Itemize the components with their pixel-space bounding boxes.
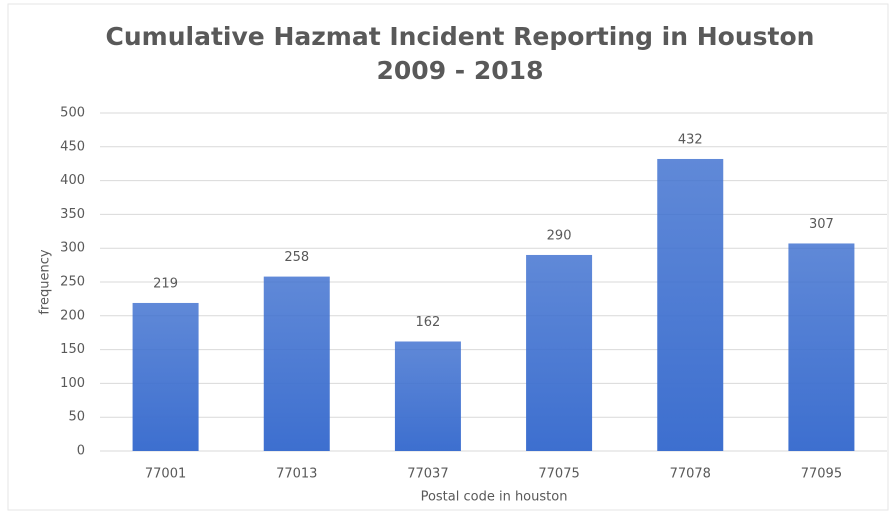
y-tick-label: 500 bbox=[60, 106, 85, 121]
bar bbox=[526, 254, 593, 451]
y-tick-label: 150 bbox=[60, 342, 85, 357]
chart-title: Cumulative Hazmat Incident Reporting in … bbox=[105, 22, 815, 85]
y-tick-label: 200 bbox=[60, 308, 85, 323]
y-axis-label: frequency bbox=[38, 249, 53, 315]
y-tick-label: 50 bbox=[68, 410, 85, 425]
data-label: 219 bbox=[153, 276, 178, 291]
y-tick-label: 100 bbox=[60, 376, 85, 391]
x-tick-label: 77078 bbox=[670, 467, 711, 482]
y-tick-label: 300 bbox=[60, 241, 85, 256]
y-tick-label: 250 bbox=[60, 275, 85, 290]
data-label: 307 bbox=[809, 217, 834, 232]
x-tick-label: 77013 bbox=[276, 467, 317, 482]
data-label: 258 bbox=[284, 250, 309, 265]
bar bbox=[788, 243, 855, 451]
x-tick-label: 77095 bbox=[801, 467, 842, 482]
data-label: 432 bbox=[678, 132, 703, 147]
x-tick-label: 77001 bbox=[145, 467, 186, 482]
y-tick-label: 400 bbox=[60, 173, 85, 188]
data-label: 290 bbox=[547, 228, 572, 243]
y-tick-label: 0 bbox=[77, 444, 85, 459]
bar bbox=[132, 302, 199, 451]
x-tick-label: 77075 bbox=[538, 467, 579, 482]
bar bbox=[263, 276, 330, 451]
bar bbox=[657, 158, 724, 451]
data-label: 162 bbox=[416, 315, 441, 330]
x-tick-label: 77037 bbox=[407, 467, 448, 482]
y-tick-label: 450 bbox=[60, 139, 85, 154]
x-axis-label: Postal code in houston bbox=[421, 490, 568, 505]
y-tick-label: 350 bbox=[60, 207, 85, 222]
bar bbox=[394, 341, 461, 451]
